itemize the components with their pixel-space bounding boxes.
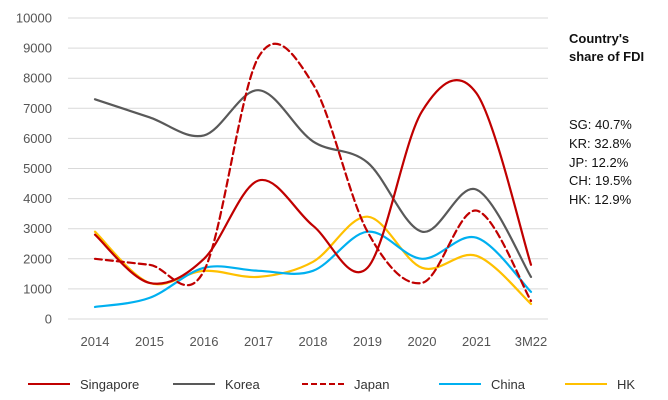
y-tick-label: 7000 [23, 101, 52, 116]
gridlines [68, 17, 548, 320]
x-tick-label: 2017 [244, 334, 273, 349]
share-entry: HK: 12.9% [569, 192, 632, 208]
series-line-korea [93, 89, 533, 278]
legend-item-china: China [439, 374, 525, 394]
y-tick-label: 5000 [23, 161, 52, 176]
legend-item-hk: HK [565, 374, 635, 394]
legend-swatch [439, 383, 481, 385]
share-entry: CH: 19.5% [569, 173, 632, 189]
series-line-japan [93, 42, 533, 302]
y-tick-label: 6000 [23, 131, 52, 146]
x-tick-label: 2021 [462, 334, 491, 349]
y-tick-label: 10000 [16, 11, 52, 26]
x-tick-label: 3M22 [515, 334, 548, 349]
series-line-hk [93, 215, 533, 305]
y-tick-label: 2000 [23, 251, 52, 266]
x-tick-label: 2015 [135, 334, 164, 349]
legend-label: China [491, 376, 525, 392]
series-line-singapore [93, 79, 533, 285]
y-tick-label: 1000 [23, 281, 52, 296]
y-axis-ticks: 0 1000 2000 3000 4000 5000 6000 7000 8000 9000 100… [16, 11, 52, 327]
legend-item-japan: Japan [302, 374, 389, 394]
legend-label: Japan [354, 376, 390, 392]
y-tick-label: 9000 [23, 41, 52, 56]
legend-label: Singapore [80, 376, 140, 392]
x-tick-label: 2019 [353, 334, 382, 349]
series-line-china [93, 230, 533, 309]
y-tick-label: 4000 [23, 191, 52, 206]
legend-swatch [28, 383, 70, 385]
legend-label: Korea [225, 376, 260, 392]
x-tick-label: 2020 [408, 334, 437, 349]
y-tick-label: 3000 [23, 221, 52, 236]
x-tick-label: 2016 [190, 334, 219, 349]
series-lines [93, 42, 533, 309]
x-tick-label: 2018 [299, 334, 328, 349]
y-tick-label: 0 [45, 312, 52, 327]
legend-label: HK [617, 376, 636, 392]
legend-item-korea: Korea [173, 374, 260, 394]
legend-swatch [565, 383, 607, 385]
share-entry: KR: 32.8% [569, 135, 632, 151]
legend: Singapore Korea Japan China HK [28, 374, 658, 394]
side-panel-title: Country's share of FDI [569, 31, 645, 64]
legend-swatch [302, 383, 344, 385]
legend-swatch [173, 383, 215, 385]
side-panel-shares: SG: 40.7% KR: 32.8% JP: 12.2% CH: 19.5% HK: … [569, 116, 664, 210]
share-entry: JP: 12.2% [569, 154, 629, 170]
x-tick-label: 2014 [81, 334, 110, 349]
share-entry: SG: 40.7% [569, 117, 632, 132]
legend-item-singapore: Singapore [28, 374, 139, 394]
y-tick-label: 8000 [23, 71, 52, 86]
x-axis-ticks: 2014 2015 2016 2017 2018 2019 2020 2021 3M22 [81, 334, 548, 349]
